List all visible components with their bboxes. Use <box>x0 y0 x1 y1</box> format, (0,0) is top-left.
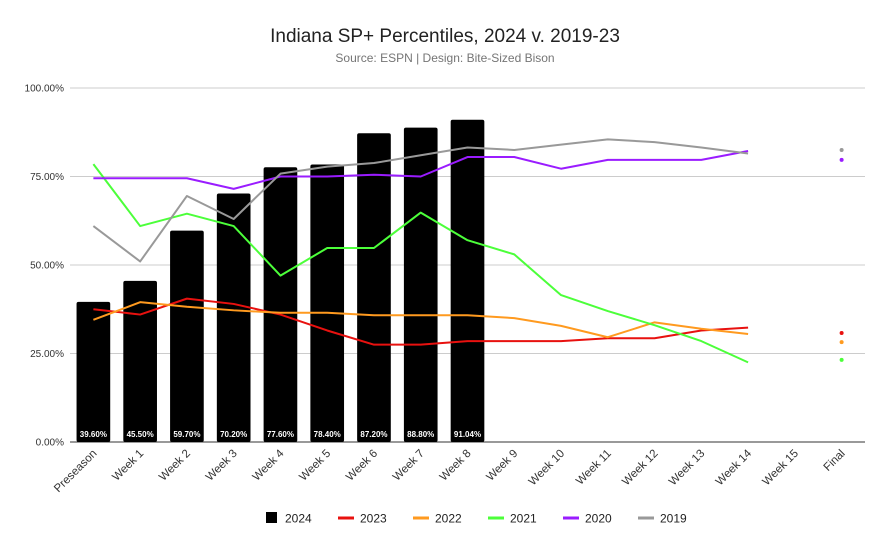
y-tick-label: 100.00% <box>25 84 65 95</box>
x-tick-label: Week 10 <box>527 448 567 488</box>
bar-data-label: 70.20% <box>220 430 247 439</box>
x-tick-label: Week 9 <box>484 448 520 484</box>
bar-data-label: 88.80% <box>407 430 434 439</box>
x-tick-label: Final <box>822 448 848 474</box>
x-tick-label: Week 15 <box>761 448 801 488</box>
bar <box>76 301 111 442</box>
chart-subtitle: Source: ESPN | Design: Bite-Sized Bison <box>335 51 554 65</box>
bar-data-label: 87.20% <box>360 430 387 439</box>
bar <box>403 127 438 442</box>
y-axis-ticks: 0.00% 25.00% 50.00% 75.00% 100.00% <box>25 84 65 449</box>
bar <box>170 230 204 442</box>
x-tick-label: Week 11 <box>574 448 614 488</box>
line-series-group <box>92 138 749 364</box>
y-tick-label: 25.00% <box>30 349 64 360</box>
y-tick-label: 75.00% <box>30 172 64 183</box>
series-line-2019 <box>92 138 749 263</box>
legend-label-2023: 2023 <box>360 512 387 526</box>
bar-data-label: 45.50% <box>127 430 154 439</box>
bar-data-label: 39.60% <box>80 430 107 439</box>
series-line-2023 <box>93 297 749 346</box>
final-points <box>839 147 844 362</box>
x-tick-label: Preseason <box>52 448 99 495</box>
series-line-2020 <box>93 150 749 190</box>
bar-series-2024: 39.60% 45.50% 59.70% 70.20% 77.60% 78.40% 87.2… <box>76 119 485 443</box>
bar <box>263 167 298 442</box>
x-tick-label: Week 8 <box>438 448 474 484</box>
final-point-2020 <box>839 157 844 162</box>
bar <box>450 119 485 443</box>
x-tick-label: Week 13 <box>667 448 707 488</box>
x-tick-label: Week 3 <box>204 448 240 484</box>
final-point-2019 <box>839 147 844 152</box>
x-tick-label: Week 5 <box>297 448 333 484</box>
x-tick-label: Week 6 <box>344 448 380 484</box>
x-tick-label: Week 7 <box>391 448 427 484</box>
bar-data-label: 91.04% <box>454 430 481 439</box>
chart-title: Indiana SP+ Percentiles, 2024 v. 2019-23 <box>270 26 620 47</box>
legend-label-2019: 2019 <box>660 512 687 526</box>
x-tick-label: Week 4 <box>251 447 287 483</box>
legend-label-2024: 2024 <box>285 512 312 526</box>
series-line-2021 <box>92 163 749 364</box>
x-tick-label: Week 2 <box>157 448 193 484</box>
legend-label-2020: 2020 <box>585 512 612 526</box>
bar <box>216 193 251 442</box>
x-tick-label: Week 14 <box>714 447 755 488</box>
final-point-2023 <box>839 330 844 335</box>
legend-swatch-2024 <box>266 512 277 523</box>
y-tick-label: 50.00% <box>30 261 64 272</box>
legend-label-2021: 2021 <box>510 512 537 526</box>
y-tick-label: 0.00% <box>36 438 64 449</box>
bar-data-label: 77.60% <box>267 430 294 439</box>
final-point-2022 <box>839 340 844 345</box>
x-axis-ticks: Preseason Week 1 Week 2 Week 3 Week 4 Week 5 W… <box>52 447 848 495</box>
bar <box>123 280 157 442</box>
series-line-2022 <box>93 301 749 339</box>
legend-label-2022: 2022 <box>435 512 462 526</box>
final-point-2021 <box>839 357 844 362</box>
bar-data-label: 78.40% <box>314 430 341 439</box>
x-tick-label: Week 12 <box>620 448 660 488</box>
legend: 2024 2023 2022 2021 2020 2019 <box>266 512 687 526</box>
bar <box>357 133 391 442</box>
bar-data-label: 59.70% <box>173 430 200 439</box>
bar <box>310 164 345 443</box>
x-tick-label: Week 1 <box>110 448 146 484</box>
